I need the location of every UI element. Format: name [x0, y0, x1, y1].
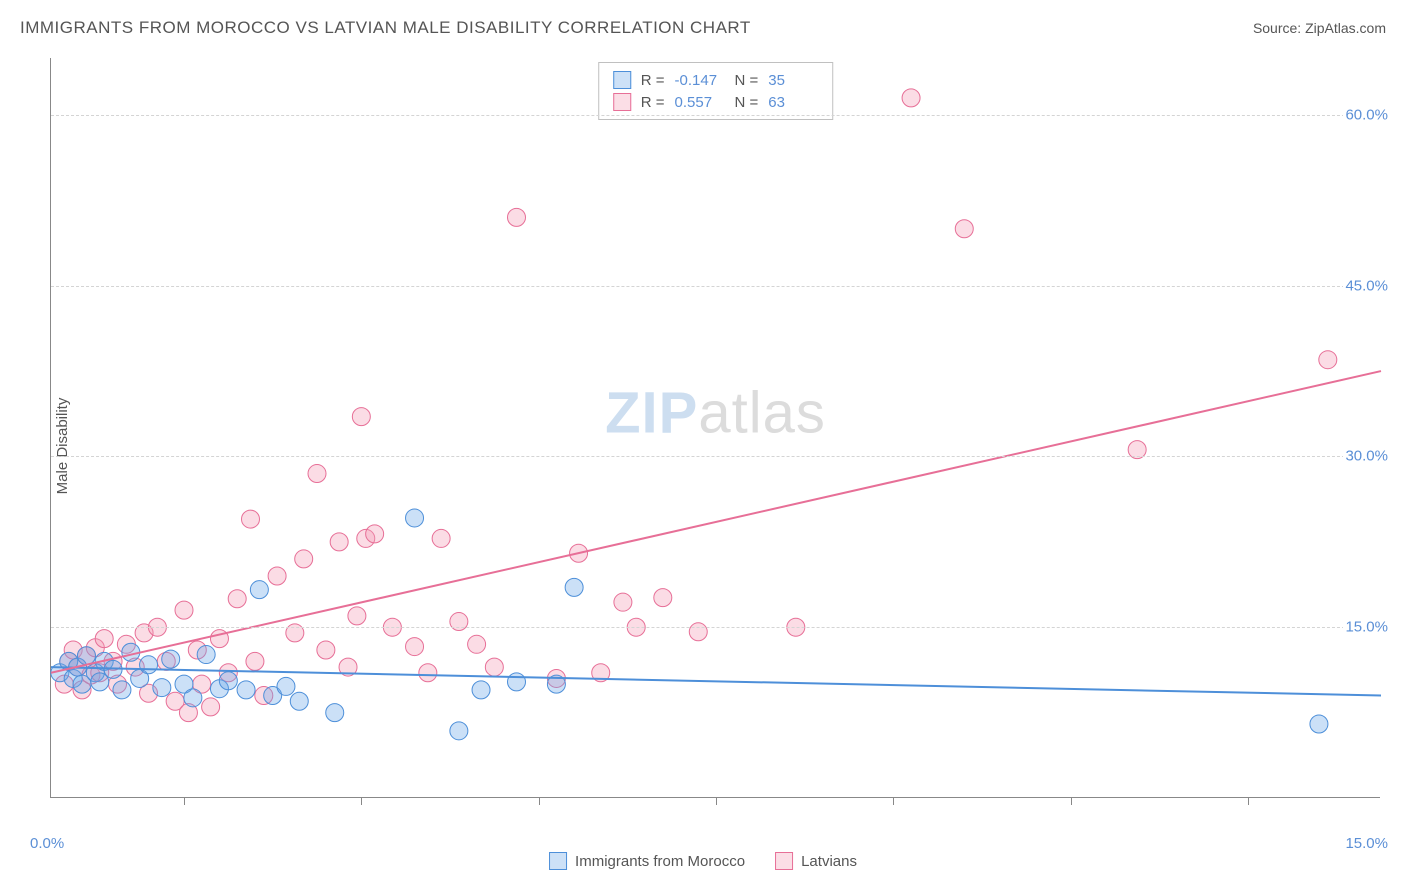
morocco-point	[197, 646, 215, 664]
chart-title: IMMIGRANTS FROM MOROCCO VS LATVIAN MALE …	[20, 18, 751, 38]
source-label: Source: ZipAtlas.com	[1253, 20, 1386, 36]
chart-header: IMMIGRANTS FROM MOROCCO VS LATVIAN MALE …	[0, 0, 1406, 48]
latvians-point	[508, 208, 526, 226]
latvians-legend-label: Latvians	[801, 853, 857, 870]
morocco-point	[406, 509, 424, 527]
latvians-point	[317, 641, 335, 659]
r-value: -0.147	[675, 72, 725, 89]
morocco-legend-label: Immigrants from Morocco	[575, 853, 745, 870]
x-tick	[184, 797, 185, 805]
latvians-point	[419, 664, 437, 682]
x-tick	[361, 797, 362, 805]
x-tick	[539, 797, 540, 805]
morocco-point	[450, 722, 468, 740]
latvians-point	[689, 623, 707, 641]
stats-row-morocco: R = -0.147 N = 35	[613, 69, 819, 91]
morocco-point	[219, 672, 237, 690]
gridline	[51, 456, 1380, 457]
latvians-point	[95, 630, 113, 648]
latvians-point	[485, 658, 503, 676]
latvians-swatch	[613, 93, 631, 111]
morocco-point	[1310, 715, 1328, 733]
n-label: N =	[735, 94, 759, 111]
y-tick-label: 60.0%	[1343, 106, 1390, 123]
gridline	[51, 286, 1380, 287]
plot-area: ZIPatlas R =-0.147N =35R =0.557N =63 15.…	[50, 58, 1380, 798]
latvians-point	[614, 593, 632, 611]
morocco-swatch	[613, 71, 631, 89]
latvians-point	[352, 408, 370, 426]
latvians-point	[242, 510, 260, 528]
latvians-point	[955, 220, 973, 238]
latvians-point	[268, 567, 286, 585]
r-label: R =	[641, 72, 665, 89]
morocco-point	[472, 681, 490, 699]
morocco-point	[77, 647, 95, 665]
latvians-point	[295, 550, 313, 568]
morocco-point	[113, 681, 131, 699]
x-tick	[1248, 797, 1249, 805]
morocco-legend-swatch	[549, 852, 567, 870]
legend-item-latvians: Latvians	[775, 852, 857, 870]
latvians-point	[1319, 351, 1337, 369]
gridline	[51, 115, 1380, 116]
latvians-point	[228, 590, 246, 608]
morocco-point	[237, 681, 255, 699]
morocco-point	[326, 704, 344, 722]
latvians-point	[366, 525, 384, 543]
n-value: 35	[768, 72, 818, 89]
latvians-point	[406, 638, 424, 656]
x-end-label: 15.0%	[1345, 835, 1388, 852]
y-tick-label: 45.0%	[1343, 277, 1390, 294]
n-label: N =	[735, 72, 759, 89]
latvians-point	[246, 652, 264, 670]
x-origin-label: 0.0%	[30, 835, 64, 852]
y-tick-label: 30.0%	[1343, 448, 1390, 465]
latvians-point	[432, 529, 450, 547]
latvians-point	[330, 533, 348, 551]
n-value: 63	[768, 94, 818, 111]
latvians-point	[468, 635, 486, 653]
latvians-point	[348, 607, 366, 625]
morocco-point	[153, 679, 171, 697]
plot-svg	[51, 58, 1380, 797]
r-label: R =	[641, 94, 665, 111]
latvians-point	[175, 601, 193, 619]
latvians-point	[202, 698, 220, 716]
latvians-point	[654, 589, 672, 607]
morocco-point	[162, 650, 180, 668]
stats-row-latvians: R = 0.557 N = 63	[613, 91, 819, 113]
stats-legend: R = -0.147 N = 35 R = 0.557 N = 63	[598, 62, 834, 120]
latvians-point	[902, 89, 920, 107]
morocco-point	[277, 677, 295, 695]
x-tick	[1071, 797, 1072, 805]
morocco-point	[184, 689, 202, 707]
bottom-legend: Immigrants from Morocco Latvians	[549, 852, 857, 870]
morocco-point	[508, 673, 526, 691]
x-tick	[716, 797, 717, 805]
legend-item-morocco: Immigrants from Morocco	[549, 852, 745, 870]
morocco-point	[565, 578, 583, 596]
latvians-point	[308, 465, 326, 483]
morocco-point	[290, 692, 308, 710]
source-value: ZipAtlas.com	[1305, 20, 1386, 36]
source-prefix: Source:	[1253, 20, 1305, 36]
gridline	[51, 627, 1380, 628]
morocco-point	[140, 656, 158, 674]
latvians-legend-swatch	[775, 852, 793, 870]
x-tick	[893, 797, 894, 805]
morocco-point	[250, 581, 268, 599]
y-tick-label: 15.0%	[1343, 619, 1390, 636]
r-value: 0.557	[675, 94, 725, 111]
